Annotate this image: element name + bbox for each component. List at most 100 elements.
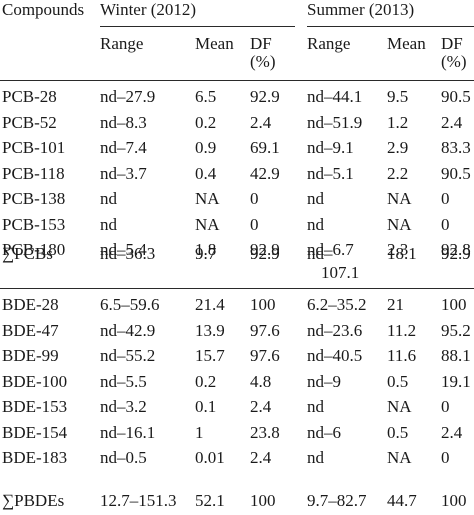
table-cell-summer-mean: NA bbox=[387, 214, 412, 234]
header-compounds: Compounds bbox=[2, 0, 85, 19]
table-cell-winter-range: nd–8.3 bbox=[100, 112, 147, 132]
header-winter-df-unit: (%) bbox=[250, 52, 276, 71]
sum-pbdes-summer-range: 9.7–82.7 bbox=[307, 491, 367, 510]
table-cell-winter-mean: 0.01 bbox=[195, 448, 225, 467]
table-cell-summer-mean: 2.3 bbox=[387, 240, 409, 259]
table-cell-summer-range: nd bbox=[307, 189, 324, 208]
table-cell-winter-df: 2.4 bbox=[250, 397, 272, 416]
table-cell-winter-mean: NA bbox=[195, 214, 220, 234]
table-cell-winter-df: 92.9 bbox=[250, 87, 280, 106]
table-cell-winter-mean: 0.2 bbox=[195, 371, 217, 391]
header-summer-df: DF bbox=[441, 34, 463, 53]
header-winter-df: DF bbox=[250, 34, 272, 53]
sum-pcbs-summer-range-1: nd– bbox=[307, 244, 333, 263]
table-cell-compound: PCB-28 bbox=[2, 87, 57, 106]
header-winter: Winter (2012) bbox=[100, 0, 197, 19]
table-cell-winter-range: nd bbox=[100, 189, 117, 208]
table-cell-summer-range: nd bbox=[307, 214, 324, 234]
table-cell-summer-range: nd–23.6 bbox=[307, 320, 363, 340]
table-cell-summer-df: 90.5 bbox=[441, 163, 471, 183]
table-cell-summer-mean: NA bbox=[387, 397, 412, 416]
table-cell-summer-range: nd bbox=[307, 397, 324, 416]
table-cell-winter-range: nd–3.2 bbox=[100, 397, 147, 416]
table-cell-compound: BDE-100 bbox=[2, 371, 68, 391]
table-cell-winter-df: 69.1 bbox=[250, 138, 280, 157]
table-cell-summer-df: 88.1 bbox=[441, 346, 471, 365]
table-cell-compound: BDE-99 bbox=[2, 346, 59, 365]
table-cell-compound: PCB-180 bbox=[2, 240, 66, 259]
table-cell-summer-mean: NA bbox=[387, 448, 412, 467]
table-cell-summer-df: 19.1 bbox=[441, 371, 471, 391]
table-cell-winter-range: nd–0.5 bbox=[100, 448, 147, 467]
table-cell-winter-range: nd–3.7 bbox=[100, 163, 147, 183]
table-cell-winter-df: 97.6 bbox=[250, 346, 280, 365]
table-cell-winter-df: 23.8 bbox=[250, 422, 280, 442]
table-cell-summer-mean: NA bbox=[387, 189, 412, 208]
winter-underline bbox=[100, 26, 295, 27]
table-cell-winter-range: nd–42.9 bbox=[100, 320, 156, 340]
table-cell-summer-df: 2.4 bbox=[441, 422, 463, 442]
table-cell-summer-df: 83.3 bbox=[441, 138, 471, 157]
table-cell-summer-range: 6.2–35.2 bbox=[307, 295, 367, 314]
table-cell-summer-df: 2.4 bbox=[441, 112, 463, 132]
table-cell-summer-df: 92.8 bbox=[441, 240, 471, 259]
sum-pbdes-label: ∑PBDEs bbox=[2, 491, 64, 511]
table-cell-winter-range: nd–55.2 bbox=[100, 346, 156, 365]
table-cell-summer-mean: 1.2 bbox=[387, 112, 409, 132]
sum-pcbs-winter-df: 92.9 bbox=[250, 244, 280, 263]
sum-pbdes-name: PBDEs bbox=[14, 491, 65, 510]
table-cell-compound: PCB-101 bbox=[2, 138, 66, 157]
table-cell-summer-range: nd–5.1 bbox=[307, 163, 354, 183]
table-cell-winter-mean: 13.9 bbox=[195, 320, 225, 340]
table-cell-winter-range: nd–7.4 bbox=[100, 138, 147, 157]
table-cell-winter-mean: 1 bbox=[195, 422, 204, 442]
table-cell-winter-mean: 15.7 bbox=[195, 346, 225, 365]
table-cell-winter-df: 0 bbox=[250, 189, 259, 208]
table-cell-winter-mean: 21.4 bbox=[195, 295, 225, 314]
sum-pcbs-summer-range-2: 107.1 bbox=[321, 263, 360, 282]
table-cell-compound: BDE-154 bbox=[2, 422, 68, 442]
table-cell-winter-mean: 0.2 bbox=[195, 112, 217, 132]
table-cell-compound: BDE-153 bbox=[2, 397, 68, 416]
table-cell-winter-range: nd–16.1 bbox=[100, 422, 156, 442]
table-cell-compound: BDE-28 bbox=[2, 295, 59, 314]
table-cell-winter-mean: 0.4 bbox=[195, 163, 217, 183]
sum-pbdes-summer-df: 100 bbox=[441, 491, 467, 510]
sum-pbdes-winter-df: 100 bbox=[250, 491, 276, 510]
table-cell-winter-mean: 6.5 bbox=[195, 87, 217, 106]
header-winter-mean: Mean bbox=[195, 34, 234, 53]
table-cell-compound: PCB-138 bbox=[2, 189, 66, 208]
table-cell-summer-range: nd–9 bbox=[307, 371, 341, 391]
header-winter-range: Range bbox=[100, 34, 144, 53]
table-cell-summer-df: 0 bbox=[441, 189, 450, 208]
table-cell-summer-range: nd–6.7 bbox=[307, 240, 354, 259]
sigma-symbol: ∑ bbox=[2, 244, 15, 263]
header-summer-df-unit: (%) bbox=[441, 52, 467, 71]
table-cell-compound: BDE-47 bbox=[2, 320, 59, 340]
table-cell-summer-mean: 2.9 bbox=[387, 138, 409, 157]
table-cell-compound: BDE-183 bbox=[2, 448, 68, 467]
table-cell-summer-mean: 9.5 bbox=[387, 87, 409, 106]
sum-pcbs-name: PCBs bbox=[14, 244, 53, 263]
table-cell-winter-df: 4.8 bbox=[250, 371, 272, 391]
table-cell-summer-mean: 0.5 bbox=[387, 371, 409, 391]
table-cell-summer-df: 0 bbox=[441, 397, 450, 416]
table-cell-winter-df: 2.4 bbox=[250, 448, 272, 467]
section-rule bbox=[0, 288, 474, 289]
table-cell-summer-range: nd–40.5 bbox=[307, 346, 363, 365]
table-cell-winter-range: nd–27.9 bbox=[100, 87, 156, 106]
sum-pcbs-summer-mean: 18.1 bbox=[387, 244, 417, 263]
header-summer: Summer (2013) bbox=[307, 0, 415, 19]
table-cell-winter-df: 2.4 bbox=[250, 112, 272, 132]
table-cell-summer-range: nd–44.1 bbox=[307, 87, 363, 106]
table-cell-summer-df: 90.5 bbox=[441, 87, 471, 106]
table-cell-winter-df: 0 bbox=[250, 214, 259, 234]
sum-pcbs-winter-mean: 9.7 bbox=[195, 244, 217, 263]
table-cell-compound: PCB-153 bbox=[2, 214, 66, 234]
table-cell-summer-df: 95.2 bbox=[441, 320, 471, 340]
table-cell-summer-df: 0 bbox=[441, 448, 450, 467]
table-cell-summer-mean: 11.2 bbox=[387, 320, 417, 340]
summer-underline bbox=[307, 26, 474, 27]
table-cell-winter-mean: 0.9 bbox=[195, 138, 217, 157]
table-cell-summer-mean: 21 bbox=[387, 295, 404, 314]
